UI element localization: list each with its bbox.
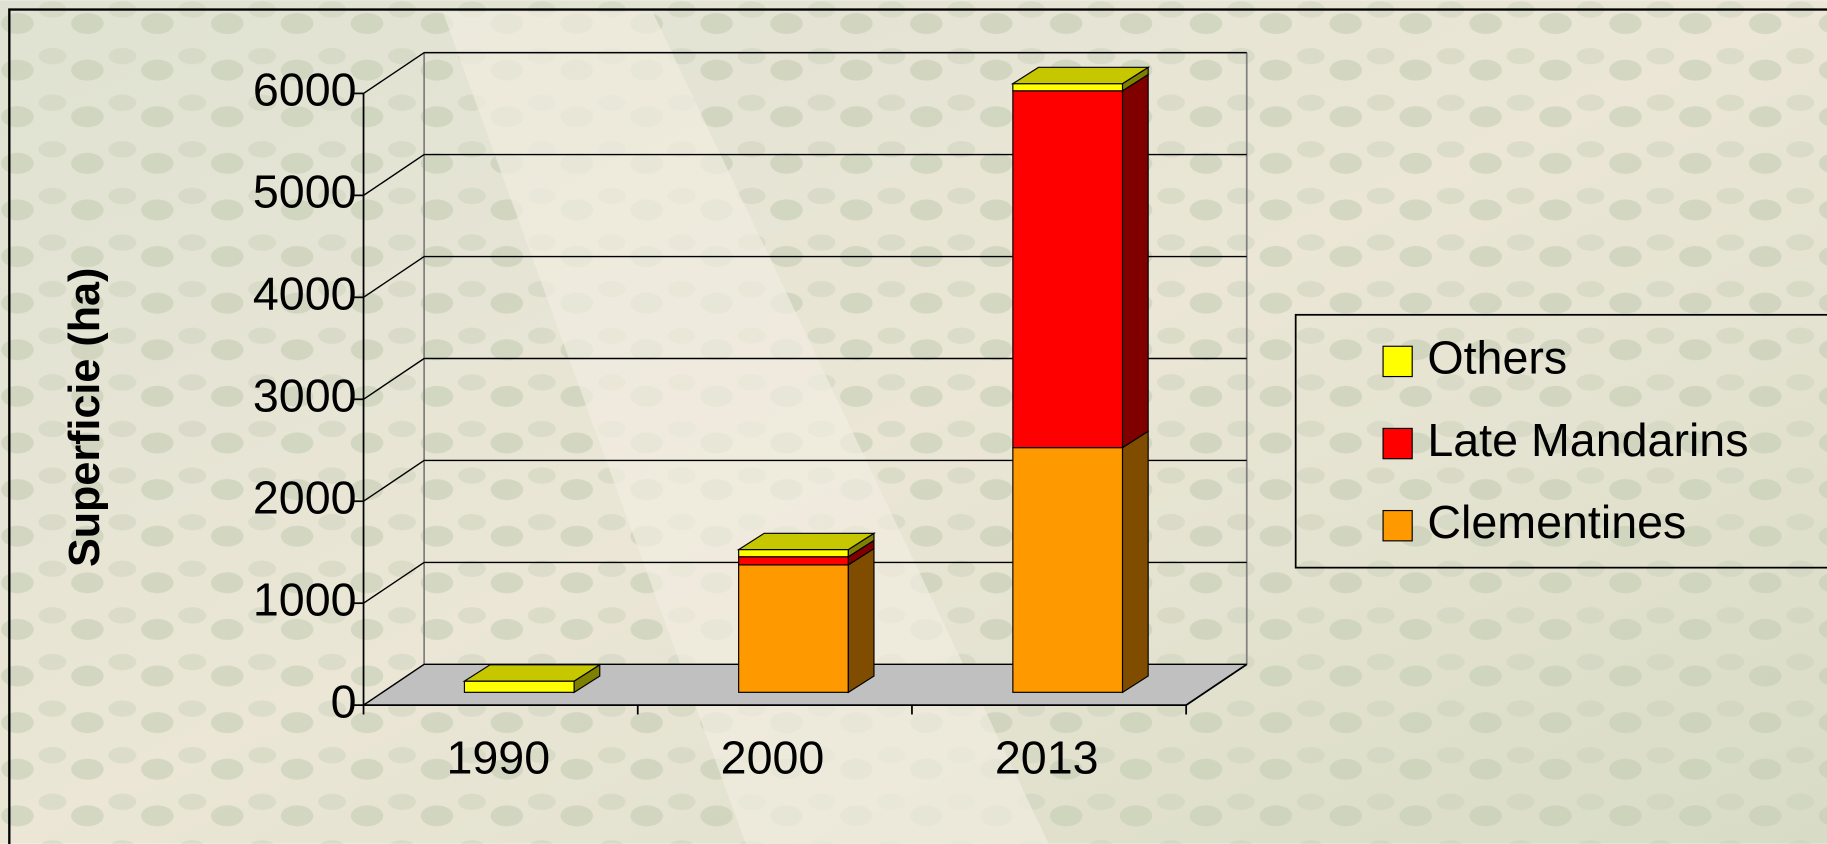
- legend: [1294, 313, 1827, 569]
- y-tick-label: 4000: [253, 268, 357, 320]
- bar-segment-top: [736, 532, 876, 551]
- background-path: [442, 11, 1049, 844]
- bar-segment: [463, 680, 575, 693]
- legend-label: Others: [1427, 332, 1567, 384]
- x-axis-side: [1185, 663, 1248, 706]
- grid-line: [363, 153, 1247, 196]
- bar-segment: [1012, 447, 1124, 693]
- bar-segment-side: [1121, 430, 1149, 694]
- x-tick-label: 1990: [446, 731, 550, 783]
- legend-swatch: [1382, 345, 1413, 378]
- legend-swatch: [1382, 427, 1413, 460]
- y-tick-label: 6000: [253, 64, 357, 116]
- grid-line: [363, 255, 1247, 298]
- bar-segment: [1012, 83, 1124, 92]
- plot: 0 1000 2000 3000 4000 5000 6000 1990 2000 2013: [253, 51, 1249, 783]
- legend-label: Clementines: [1427, 496, 1686, 548]
- grid-line: [363, 357, 1247, 400]
- bar-segment: [738, 549, 849, 558]
- bar-segment: [1012, 90, 1124, 449]
- frame: [8, 8, 1827, 844]
- x-tick-label: 2000: [721, 731, 825, 783]
- grid-line: [363, 459, 1247, 502]
- bar-segment: [738, 564, 849, 693]
- legend-label: Late Mandarins: [1427, 414, 1748, 466]
- y-tick-label: 5000: [253, 166, 357, 218]
- x-tick-label: 2013: [995, 731, 1099, 783]
- bar-segment: [738, 556, 849, 566]
- y-tick-label: 2000: [253, 472, 357, 524]
- bar-segment-top: [462, 664, 602, 682]
- y-tick-label: 3000: [253, 370, 357, 422]
- bar-segment-side: [1121, 73, 1149, 449]
- grid-line: [363, 561, 1247, 604]
- y-tick-label: 0: [331, 675, 357, 727]
- bar-segment-top: [1010, 66, 1151, 85]
- y-tick-label: 1000: [253, 573, 357, 625]
- grid-line: [363, 51, 1247, 94]
- grid-line: [363, 663, 1247, 706]
- legend-swatch: [1382, 509, 1413, 542]
- bar-segment-side: [847, 547, 875, 694]
- y-axis-label: Superficie (ha): [61, 268, 109, 567]
